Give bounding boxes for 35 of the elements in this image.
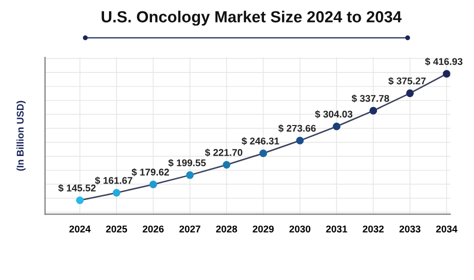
- x-tick-label: 2031: [326, 226, 348, 232]
- point: [222, 160, 230, 169]
- data-label: $ 161.67: [94, 176, 132, 185]
- data-label: $ 246.31: [242, 137, 280, 146]
- point: [149, 180, 158, 188]
- y-axis-title: (In Billion USD): [16, 100, 26, 171]
- x-tick-label: 2033: [399, 226, 420, 232]
- point: [112, 188, 120, 197]
- point: [406, 89, 414, 98]
- data-label: $ 179.62: [132, 168, 169, 176]
- point: [332, 122, 340, 130]
- point: [259, 150, 268, 158]
- data-label: $ 375.27: [388, 77, 426, 86]
- data-label: $ 337.78: [352, 94, 390, 102]
- data-label: $ 304.03: [315, 110, 352, 118]
- point: [296, 136, 304, 144]
- data-label: $ 145.52: [58, 184, 96, 192]
- chart-title: U.S. Oncology Market Size 2024 to 2034: [102, 10, 402, 26]
- point: [442, 70, 450, 78]
- x-tick-label: 2025: [106, 226, 128, 232]
- x-tick-label: 2027: [179, 226, 200, 232]
- x-tick-label: 2026: [142, 226, 164, 232]
- x-tick-label: 2024: [69, 226, 91, 232]
- data-label: $ 199.55: [168, 158, 206, 167]
- x-tick-label: 2030: [289, 226, 310, 232]
- x-tick-label: 2034: [436, 226, 458, 232]
- point: [369, 106, 378, 115]
- x-tick-label: 2028: [216, 226, 238, 232]
- data-label: $ 221.70: [205, 148, 242, 157]
- data-label: $ 273.66: [278, 124, 316, 132]
- x-tick-label: 2029: [252, 226, 274, 232]
- x-tick-label: 2032: [362, 226, 384, 232]
- point: [76, 196, 84, 204]
- data-label: $ 416.93: [425, 58, 462, 66]
- point: [186, 171, 194, 179]
